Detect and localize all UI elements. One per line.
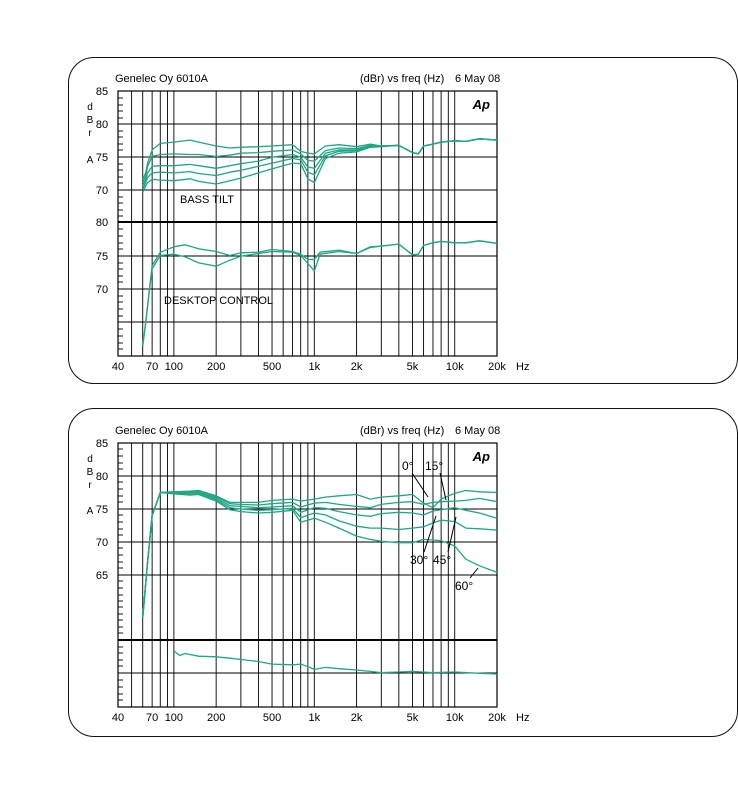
angle-label-3: 30° [410,553,428,567]
y-axis-label-letter: d [87,454,93,465]
bass-tilt-line-3 [142,138,498,187]
off-axis-line-4 [142,491,498,618]
y-tick-label: 75 [96,152,108,164]
y-tick-label: 80 [96,217,108,229]
y-tick-label: 85 [96,438,108,450]
y-tick-label: 75 [96,251,108,263]
y-tick-label: 70 [96,284,108,296]
ap-logo: Ap [472,97,490,112]
angle-leader-line [447,516,457,553]
y-axis-label-letter: r [88,480,92,491]
chart-header-title: Genelec Oy 6010A [115,425,209,437]
angle-label-4: 45° [433,553,451,567]
angle-label-5: 60° [455,579,473,593]
x-tick-label: 20k [488,712,506,724]
off-axis-line-5 [142,491,498,618]
desktop-control-line-2 [142,240,498,346]
bass-tilt-line-5 [142,138,498,193]
bass-tilt-line-4 [142,138,498,190]
chart-header-units: (dBr) vs freq (Hz) [360,425,444,437]
chart-1-group [117,90,498,357]
y-tick-label: 70 [96,185,108,197]
x-tick-label: 2k [351,712,363,724]
x-tick-label: 100 [165,361,183,373]
x-tick-label: 200 [207,712,225,724]
x-tick-label: 500 [263,361,281,373]
x-tick-label: 200 [207,361,225,373]
angle-leader-line [469,567,479,579]
x-tick-label: 1k [308,361,320,373]
y-axis-label-letter: B [87,467,94,478]
x-unit-label: Hz [516,361,529,373]
x-tick-label: 2k [351,361,363,373]
angle-leader-line [411,472,429,498]
y-axis-label-letter: A [87,155,94,166]
y-axis-label-letter: r [88,128,92,139]
x-tick-label: 10k [446,712,464,724]
chart-2-group [117,442,498,708]
x-tick-label: 10k [446,361,464,373]
y-tick-label: 80 [96,119,108,131]
chart-header-units: (dBr) vs freq (Hz) [360,73,444,85]
ap-logo: Ap [472,449,490,464]
y-tick-label: 85 [96,86,108,98]
x-unit-label: Hz [516,712,529,724]
y-tick-label: 65 [96,570,108,582]
y-tick-label: 80 [96,471,108,483]
y-tick-label: 75 [96,504,108,516]
angle-leader-line [423,515,437,553]
x-tick-label: 500 [263,712,281,724]
y-axis-label-letter: B [87,115,94,126]
annotation-desktop-control: DESKTOP CONTROL [164,295,273,307]
off-axis-line-6 [173,650,498,675]
chart-header-title: Genelec Oy 6010A [115,73,209,85]
x-tick-label: 40 [112,712,124,724]
off-axis-line-3 [142,491,498,618]
chart-header-date: 6 May 08 [455,425,500,437]
off-axis-line-2 [142,490,498,618]
y-tick-label: 70 [96,537,108,549]
x-tick-label: 1k [308,712,320,724]
y-axis-label-letter: A [87,506,94,517]
x-tick-label: 70 [146,361,158,373]
chart-header-date: 6 May 08 [455,73,500,85]
x-tick-label: 5k [407,361,419,373]
angle-label-1: 0° [402,459,414,473]
x-tick-label: 40 [112,361,124,373]
angle-leader-line [439,472,447,501]
x-tick-label: 100 [165,712,183,724]
x-tick-label: 70 [146,712,158,724]
angle-label-2: 15° [425,459,443,473]
x-tick-label: 20k [488,361,506,373]
annotation-bass-tilt: BASS TILT [180,194,234,206]
x-tick-label: 5k [407,712,419,724]
y-axis-label-letter: d [87,102,93,113]
